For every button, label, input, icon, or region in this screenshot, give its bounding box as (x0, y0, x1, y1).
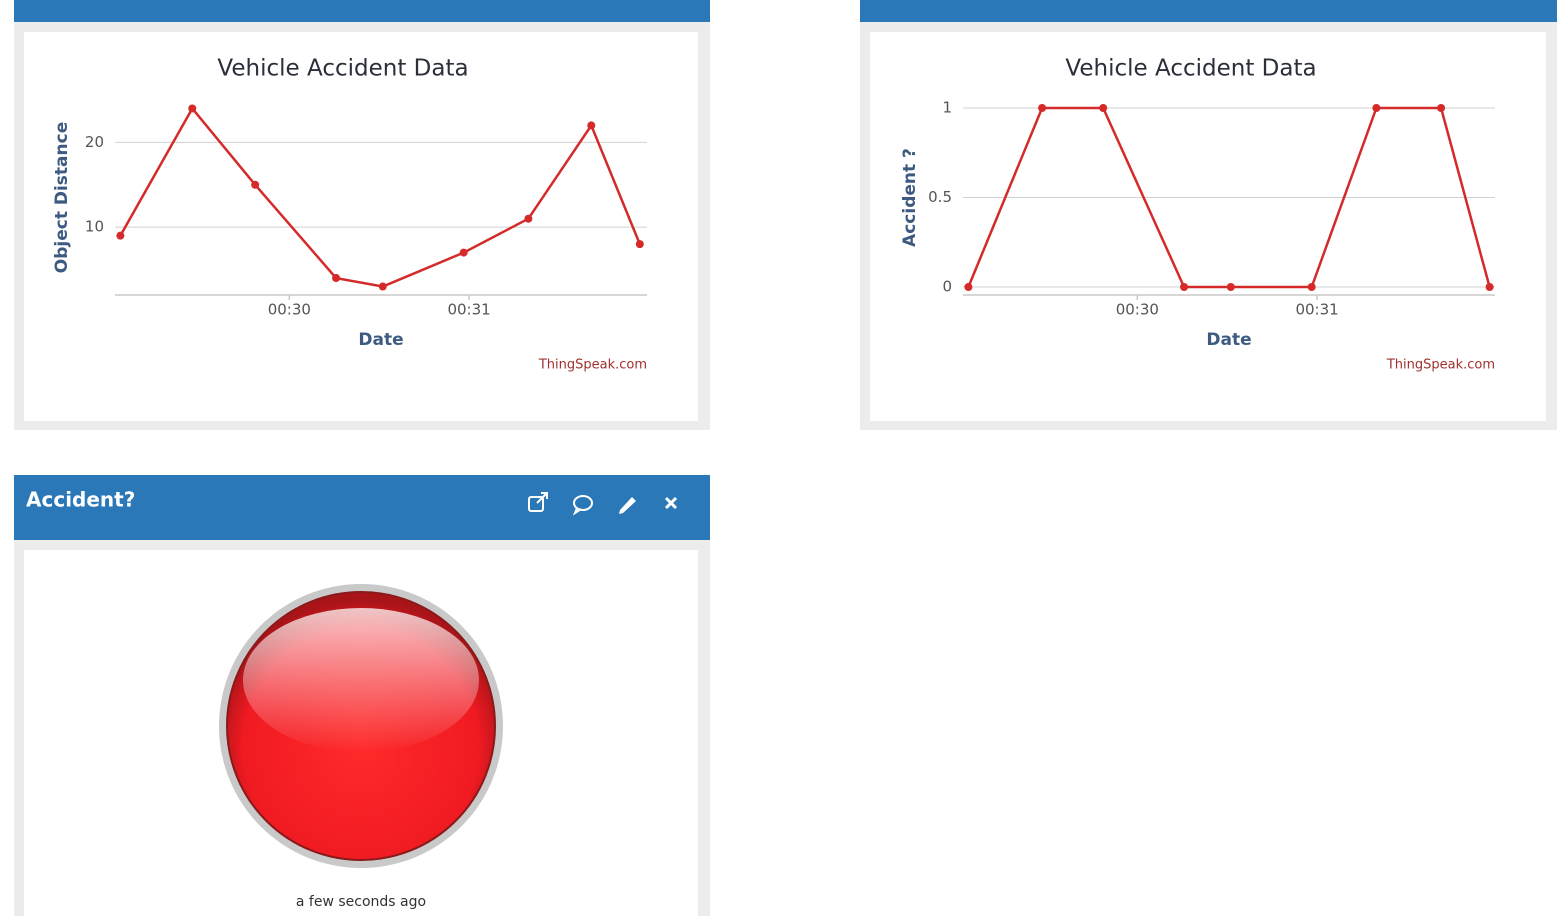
x-tick-label: 00:30 (268, 301, 311, 319)
data-point (1307, 283, 1316, 291)
data-point (587, 121, 596, 130)
lamp-shine (243, 608, 479, 752)
edit-icon[interactable] (619, 497, 636, 514)
data-point (524, 214, 533, 223)
data-point (1226, 283, 1235, 291)
x-axis-label: Date (358, 330, 403, 350)
x-axis-label: Date (1206, 330, 1251, 350)
data-point (1180, 283, 1189, 291)
data-point (964, 283, 973, 291)
y-tick-label: 10 (85, 218, 104, 236)
data-point (332, 274, 341, 283)
y-axis-label: Accident ? (900, 148, 920, 247)
data-point (378, 282, 387, 291)
data-point (1485, 283, 1494, 291)
comment-icon[interactable] (572, 495, 593, 516)
timestamp: a few seconds ago (296, 894, 426, 910)
data-point (635, 240, 644, 249)
credit: ThingSpeak.com (538, 358, 647, 373)
y-tick-label: 20 (85, 133, 104, 151)
data-point (1038, 104, 1047, 112)
panel-header (14, 0, 710, 22)
data-point (251, 180, 260, 189)
data-point (116, 231, 125, 240)
y-tick-label: 1 (942, 99, 952, 117)
y-axis-label: Object Distance (52, 122, 72, 273)
data-point (459, 248, 468, 257)
open-icon[interactable] (528, 492, 548, 512)
panel-header (860, 0, 1557, 22)
data-point (1372, 104, 1381, 112)
panel-body (870, 32, 1546, 421)
x-tick-label: 00:30 (1116, 301, 1159, 319)
chart-title: Vehicle Accident Data (1065, 56, 1316, 82)
y-tick-label: 0 (942, 278, 952, 296)
chart-title: Vehicle Accident Data (217, 56, 468, 82)
x-tick-label: 00:31 (447, 301, 490, 319)
panel-body (24, 32, 698, 421)
close-icon[interactable] (664, 496, 678, 510)
y-tick-label: 0.5 (928, 188, 952, 206)
data-point (1437, 104, 1446, 112)
data-point (1099, 104, 1108, 112)
data-point (188, 104, 197, 113)
widget-title: Accident? (26, 488, 135, 512)
x-tick-label: 00:31 (1295, 301, 1338, 319)
credit: ThingSpeak.com (1386, 358, 1495, 373)
panel-header (14, 475, 710, 540)
